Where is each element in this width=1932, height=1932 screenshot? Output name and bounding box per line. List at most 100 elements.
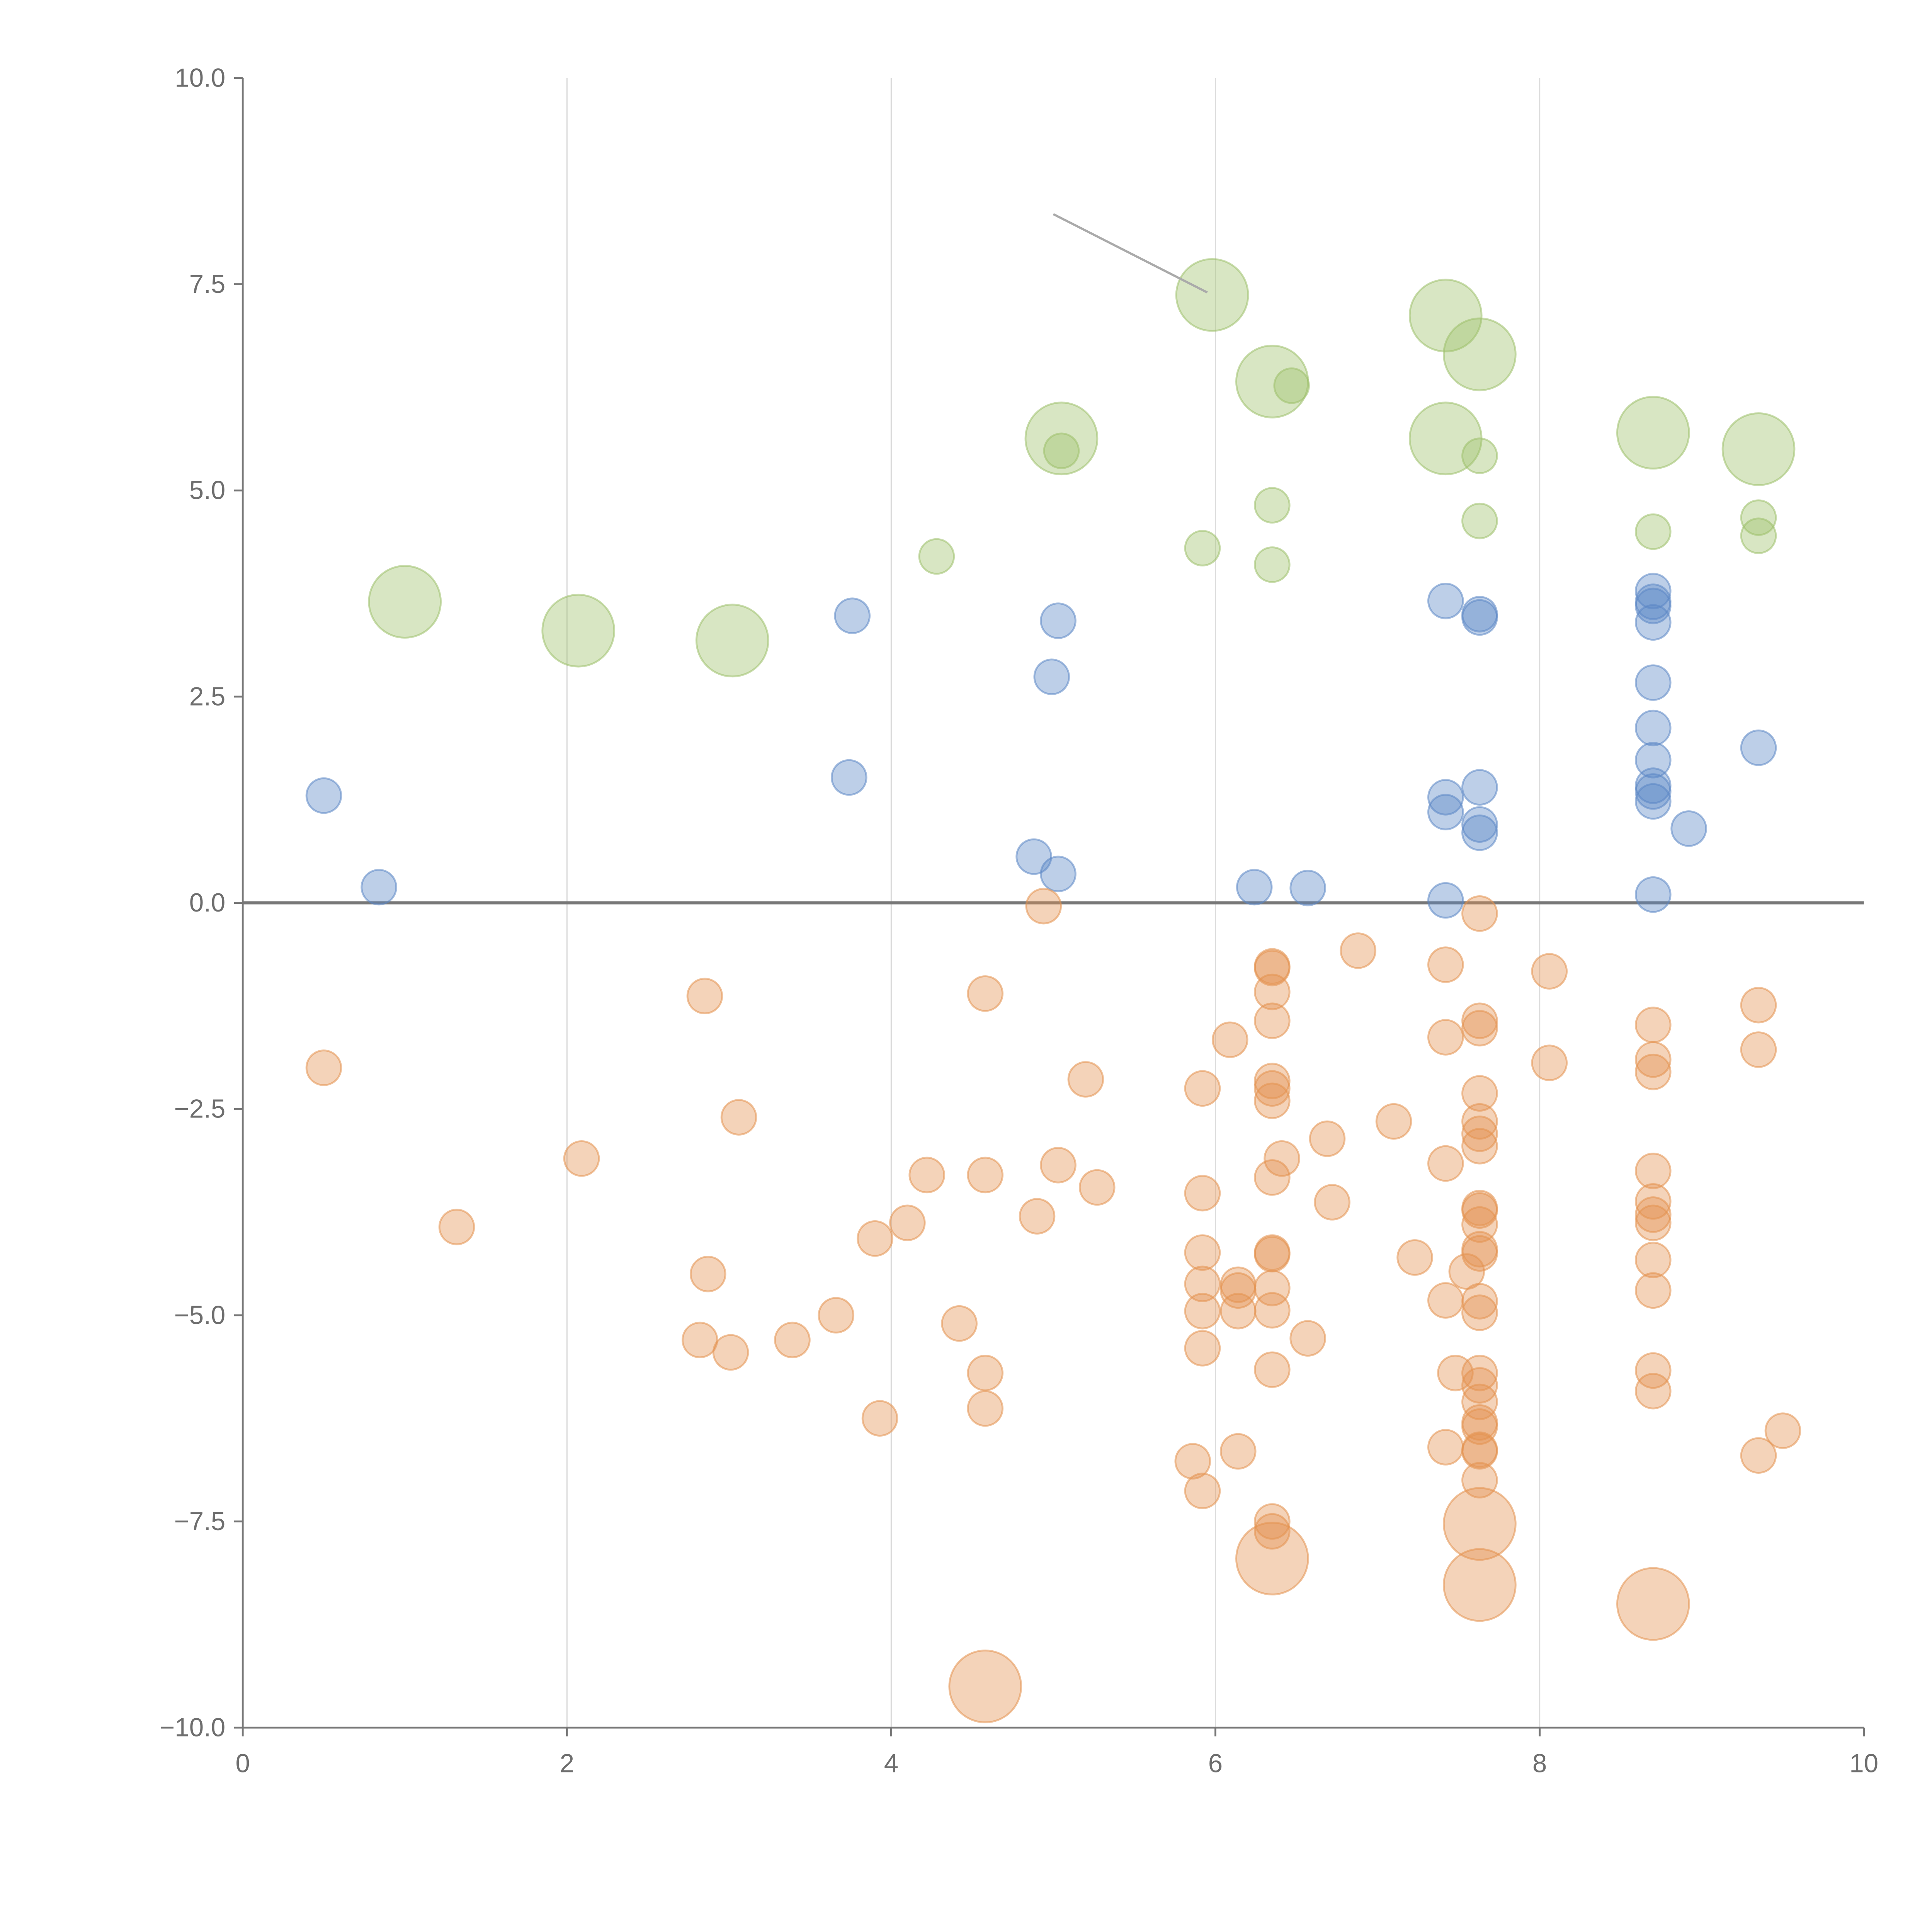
y-tick-label: 7.5	[189, 270, 226, 299]
data-point-orange	[1219, 1293, 1257, 1330]
data-point-orange	[1375, 1103, 1412, 1140]
data-point-orange	[1184, 1175, 1221, 1212]
data-point-orange	[1740, 986, 1777, 1024]
y-tick-label: 5.0	[189, 476, 226, 505]
x-tick-label: 4	[884, 1749, 898, 1778]
y-tick-label: −2.5	[174, 1095, 225, 1124]
data-point-orange	[1635, 1372, 1672, 1410]
data-point-orange	[967, 975, 1004, 1012]
data-point-orange	[1078, 1169, 1116, 1206]
data-point-orange	[1461, 1075, 1498, 1112]
data-point-orange	[563, 1140, 600, 1177]
data-point-blue	[1740, 729, 1777, 766]
data-point-blue	[1635, 573, 1672, 609]
data-point-blue	[1635, 742, 1672, 779]
grid-lines	[243, 78, 1864, 1728]
data-point-orange	[948, 1650, 1022, 1723]
data-point-blue	[1040, 855, 1077, 893]
data-point-orange	[1254, 973, 1291, 1010]
data-point-orange	[1184, 1070, 1221, 1107]
data-point-orange	[1443, 1487, 1517, 1561]
data-point-blue	[831, 759, 867, 796]
data-point-orange	[1254, 1063, 1291, 1099]
data-point-orange	[1254, 1159, 1291, 1196]
data-point-blue	[1289, 869, 1326, 906]
data-point-green	[918, 538, 955, 575]
data-point-orange	[1235, 1522, 1309, 1595]
x-tick-label: 6	[1208, 1749, 1223, 1778]
data-point-blue	[1033, 658, 1070, 695]
data-point-blue	[361, 869, 397, 906]
data-point-orange	[967, 1354, 1004, 1391]
data-point-blue	[1461, 806, 1498, 843]
y-tick-label: −5.0	[174, 1301, 225, 1330]
data-point-orange	[1740, 1031, 1777, 1068]
data-point-orange	[1427, 1282, 1464, 1319]
y-tick-label: 0.0	[189, 888, 226, 917]
data-point-orange	[1461, 1283, 1498, 1320]
data-point-orange	[1461, 1128, 1498, 1165]
data-point-orange	[1531, 953, 1568, 990]
data-point-blue	[1461, 599, 1498, 636]
data-point-green	[695, 604, 769, 678]
data-point-orange	[1531, 1044, 1568, 1081]
data-point-orange	[1211, 1021, 1248, 1058]
data-point-orange	[1184, 1265, 1221, 1303]
data-point-orange	[1635, 1153, 1672, 1189]
x-tick-label: 0	[235, 1749, 250, 1778]
data-point-orange	[1461, 1115, 1498, 1152]
data-point-orange	[1427, 1019, 1464, 1056]
data-point-orange	[1635, 1007, 1672, 1043]
data-point-orange	[1174, 1443, 1211, 1480]
data-point-orange	[1184, 1473, 1221, 1509]
data-point-blue	[834, 597, 871, 634]
axes: 0 2 4 6 8 10 10.0 7.5 5.0 2.5 0.0 −2.5 −5.0 −7.5 −10.0	[160, 63, 1878, 1778]
data-point-green	[541, 594, 616, 668]
data-point-orange	[1254, 1270, 1291, 1306]
data-point-orange	[1461, 1192, 1498, 1229]
data-point-green	[1184, 530, 1221, 566]
data-point-orange	[1443, 1548, 1517, 1622]
data-point-blue	[1236, 869, 1273, 906]
data-point-orange	[1635, 1041, 1672, 1078]
y-tick-label: 2.5	[189, 682, 226, 711]
data-point-orange	[1635, 1352, 1672, 1389]
data-point-orange	[1616, 1567, 1690, 1641]
data-point-green	[1024, 401, 1099, 476]
data-point-orange	[1184, 1330, 1221, 1367]
data-point-orange	[889, 1204, 926, 1242]
data-point-orange	[305, 1049, 342, 1086]
data-point-orange	[1461, 1354, 1498, 1391]
data-point-orange	[1184, 1293, 1221, 1330]
data-point-blue	[1427, 794, 1464, 831]
data-points	[305, 213, 1801, 1723]
data-point-orange	[1025, 888, 1062, 925]
data-point-green	[1254, 546, 1291, 583]
data-point-blue	[1635, 783, 1672, 820]
data-point-orange	[1635, 1183, 1672, 1220]
data-point-orange	[1254, 1236, 1291, 1273]
data-point-orange	[1314, 1184, 1350, 1221]
data-point-orange	[1461, 895, 1498, 932]
data-point-orange	[1635, 1272, 1672, 1309]
data-point-green	[1254, 487, 1291, 524]
data-point-orange	[774, 1321, 811, 1359]
data-point-orange	[1184, 1234, 1221, 1271]
data-point-green	[1043, 432, 1080, 469]
data-point-orange	[1219, 1433, 1257, 1470]
data-point-green	[1443, 317, 1517, 391]
data-point-orange	[1461, 1010, 1498, 1047]
data-point-blue	[1635, 664, 1672, 701]
data-point-orange	[1635, 1242, 1672, 1279]
data-point-blue	[1461, 769, 1498, 806]
data-point-orange	[857, 1220, 893, 1257]
annotation-leader-line	[1053, 213, 1208, 294]
data-point-green	[1461, 437, 1498, 474]
data-point-orange	[1019, 1198, 1056, 1235]
data-point-orange	[1635, 1053, 1672, 1090]
data-point-orange	[682, 1321, 718, 1359]
data-point-orange	[1254, 1082, 1291, 1119]
data-point-blue	[1427, 582, 1464, 619]
data-point-orange	[1254, 1292, 1291, 1329]
data-point-green	[1616, 396, 1690, 470]
